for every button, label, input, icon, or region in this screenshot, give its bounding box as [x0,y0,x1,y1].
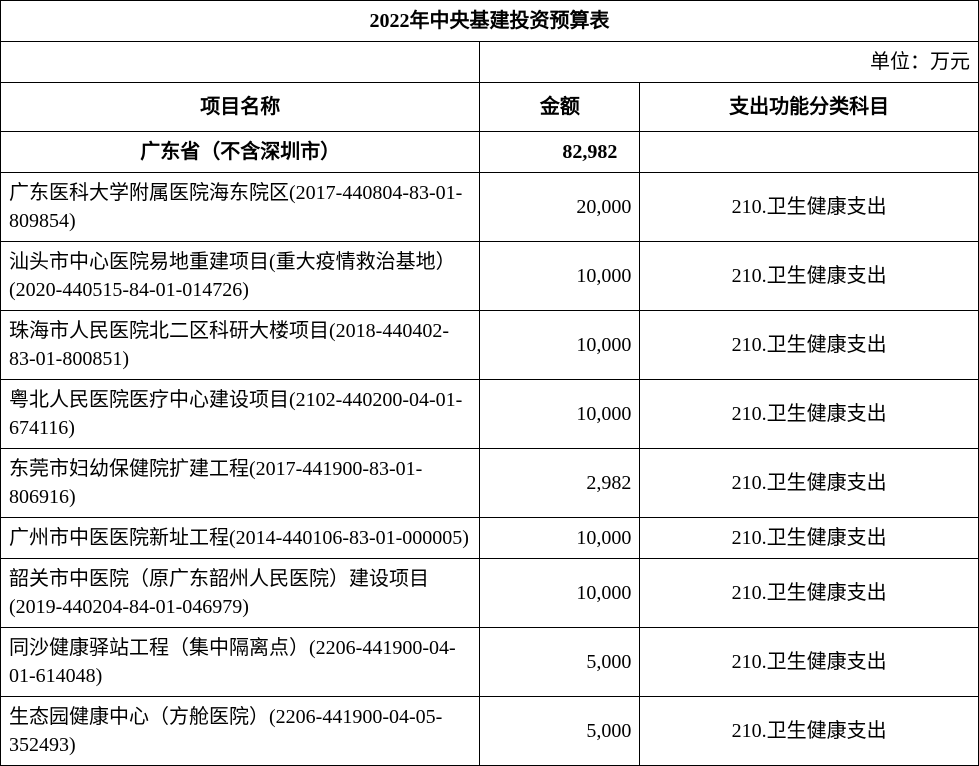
table-row: 生态园健康中心（方舱医院）(2206-441900-04-05-352493)5… [1,697,979,766]
summary-name: 广东省（不含深圳市） [1,132,480,173]
cell-category: 210.卫生健康支出 [640,173,979,242]
cell-category: 210.卫生健康支出 [640,311,979,380]
page-title: 2022年中央基建投资预算表 [1,1,979,42]
cell-amount: 10,000 [480,311,640,380]
cell-category: 210.卫生健康支出 [640,380,979,449]
column-header-amount: 金额 [480,83,640,132]
cell-category: 210.卫生健康支出 [640,449,979,518]
cell-category: 210.卫生健康支出 [640,242,979,311]
unit-spacer [1,42,480,83]
cell-name: 汕头市中心医院易地重建项目(重大疫情救治基地）(2020-440515-84-0… [1,242,480,311]
summary-category [640,132,979,173]
cell-amount: 20,000 [480,173,640,242]
summary-amount: 82,982 [480,132,640,173]
table-row: 东莞市妇幼保健院扩建工程(2017-441900-83-01-806916)2,… [1,449,979,518]
table-row: 珠海市人民医院北二区科研大楼项目(2018-440402-83-01-80085… [1,311,979,380]
cell-name: 生态园健康中心（方舱医院）(2206-441900-04-05-352493) [1,697,480,766]
cell-category: 210.卫生健康支出 [640,559,979,628]
cell-amount: 2,982 [480,449,640,518]
cell-name: 东莞市妇幼保健院扩建工程(2017-441900-83-01-806916) [1,449,480,518]
budget-table: 2022年中央基建投资预算表 单位：万元 项目名称 金额 支出功能分类科目 广东… [0,0,979,766]
column-header-category: 支出功能分类科目 [640,83,979,132]
cell-amount: 5,000 [480,697,640,766]
table-row: 同沙健康驿站工程（集中隔离点）(2206-441900-04-01-614048… [1,628,979,697]
cell-name: 珠海市人民医院北二区科研大楼项目(2018-440402-83-01-80085… [1,311,480,380]
table-row: 汕头市中心医院易地重建项目(重大疫情救治基地）(2020-440515-84-0… [1,242,979,311]
cell-amount: 10,000 [480,559,640,628]
cell-name: 广州市中医医院新址工程(2014-440106-83-01-000005) [1,518,480,559]
table-row: 广州市中医医院新址工程(2014-440106-83-01-000005)10,… [1,518,979,559]
cell-category: 210.卫生健康支出 [640,697,979,766]
table-row: 粤北人民医院医疗中心建设项目(2102-440200-04-01-674116)… [1,380,979,449]
cell-amount: 10,000 [480,242,640,311]
cell-category: 210.卫生健康支出 [640,628,979,697]
cell-name: 粤北人民医院医疗中心建设项目(2102-440200-04-01-674116) [1,380,480,449]
unit-label: 单位：万元 [480,42,979,83]
column-header-name: 项目名称 [1,83,480,132]
cell-amount: 10,000 [480,518,640,559]
cell-amount: 10,000 [480,380,640,449]
cell-amount: 5,000 [480,628,640,697]
table-row: 广东医科大学附属医院海东院区(2017-440804-83-01-809854)… [1,173,979,242]
cell-category: 210.卫生健康支出 [640,518,979,559]
table-row: 韶关市中医院（原广东韶州人民医院）建设项目(2019-440204-84-01-… [1,559,979,628]
cell-name: 广东医科大学附属医院海东院区(2017-440804-83-01-809854) [1,173,480,242]
cell-name: 同沙健康驿站工程（集中隔离点）(2206-441900-04-01-614048… [1,628,480,697]
cell-name: 韶关市中医院（原广东韶州人民医院）建设项目(2019-440204-84-01-… [1,559,480,628]
